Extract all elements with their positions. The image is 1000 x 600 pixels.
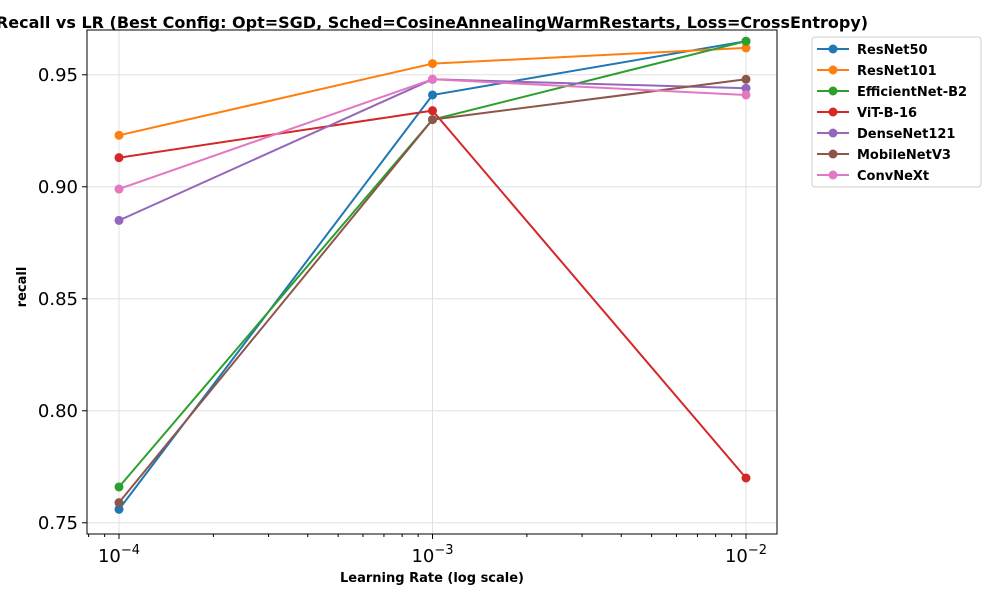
legend-marker — [828, 170, 838, 180]
y-tick-label: 0.90 — [38, 177, 78, 198]
legend-marker — [828, 86, 838, 96]
data-point — [114, 153, 124, 163]
x-tick-label: 10−4 — [98, 543, 140, 567]
legend-box — [811, 36, 982, 188]
data-point — [114, 130, 124, 140]
data-point — [741, 473, 751, 483]
y-tick-label: 0.75 — [38, 513, 78, 534]
data-point — [114, 504, 124, 514]
data-point — [428, 106, 437, 116]
series-resnet101 — [114, 43, 751, 140]
legend-item: EfficientNet-B2 — [817, 85, 967, 100]
data-point — [428, 59, 437, 69]
data-point — [428, 115, 437, 125]
legend-label: ResNet101 — [857, 64, 937, 79]
series-vit-b-16 — [114, 106, 751, 483]
legend-marker — [828, 65, 838, 75]
x-tick-label: 10−3 — [411, 543, 453, 567]
legend-marker — [828, 128, 838, 138]
legend: ResNet50 ResNet101 EfficientNet-B2 ViT-B-16… — [811, 36, 982, 188]
series-mobilenetv3 — [114, 74, 751, 508]
legend-item: ViT-B-16 — [817, 106, 917, 121]
chart-title: Recall vs LR (Best Config: Opt=SGD, Sche… — [0, 13, 868, 32]
legend-label: ConvNeXt — [857, 169, 929, 184]
legend-label: ResNet50 — [857, 43, 928, 58]
series-lines — [114, 36, 751, 514]
data-point — [741, 36, 751, 46]
y-tick-label: 0.85 — [38, 289, 78, 310]
data-point — [428, 74, 437, 84]
data-point — [741, 43, 751, 53]
data-point — [741, 74, 751, 84]
legend-item: ConvNeXt — [817, 169, 929, 184]
grid-lines — [87, 30, 777, 534]
legend-label: DenseNet121 — [857, 127, 955, 142]
legend-item: ResNet101 — [817, 64, 937, 79]
y-tick-label: 0.95 — [38, 65, 78, 86]
legend-marker — [828, 44, 838, 54]
legend-item: DenseNet121 — [817, 127, 955, 142]
data-point — [114, 215, 124, 225]
y-axis-label: recall — [15, 267, 30, 308]
legend-item: ResNet50 — [817, 43, 928, 58]
legend-item: MobileNetV3 — [817, 148, 951, 163]
series-convnext — [114, 74, 751, 194]
x-tick-label: 10−2 — [725, 543, 767, 567]
x-axis-label: Learning Rate (log scale) — [340, 571, 524, 586]
data-point — [428, 90, 437, 100]
y-axis: 0.75 0.80 0.85 0.90 0.95 — [38, 65, 87, 534]
data-point — [114, 482, 124, 492]
data-point — [114, 184, 124, 194]
x-axis: 10−4 10−3 10−2 — [88, 534, 767, 567]
legend-marker — [828, 107, 838, 117]
y-tick-label: 0.80 — [38, 401, 78, 422]
data-point — [114, 498, 124, 508]
data-point — [741, 90, 751, 100]
legend-label: EfficientNet-B2 — [857, 85, 967, 100]
legend-marker — [828, 149, 838, 159]
legend-label: MobileNetV3 — [857, 148, 951, 163]
legend-label: ViT-B-16 — [857, 106, 917, 121]
data-point — [741, 83, 751, 93]
